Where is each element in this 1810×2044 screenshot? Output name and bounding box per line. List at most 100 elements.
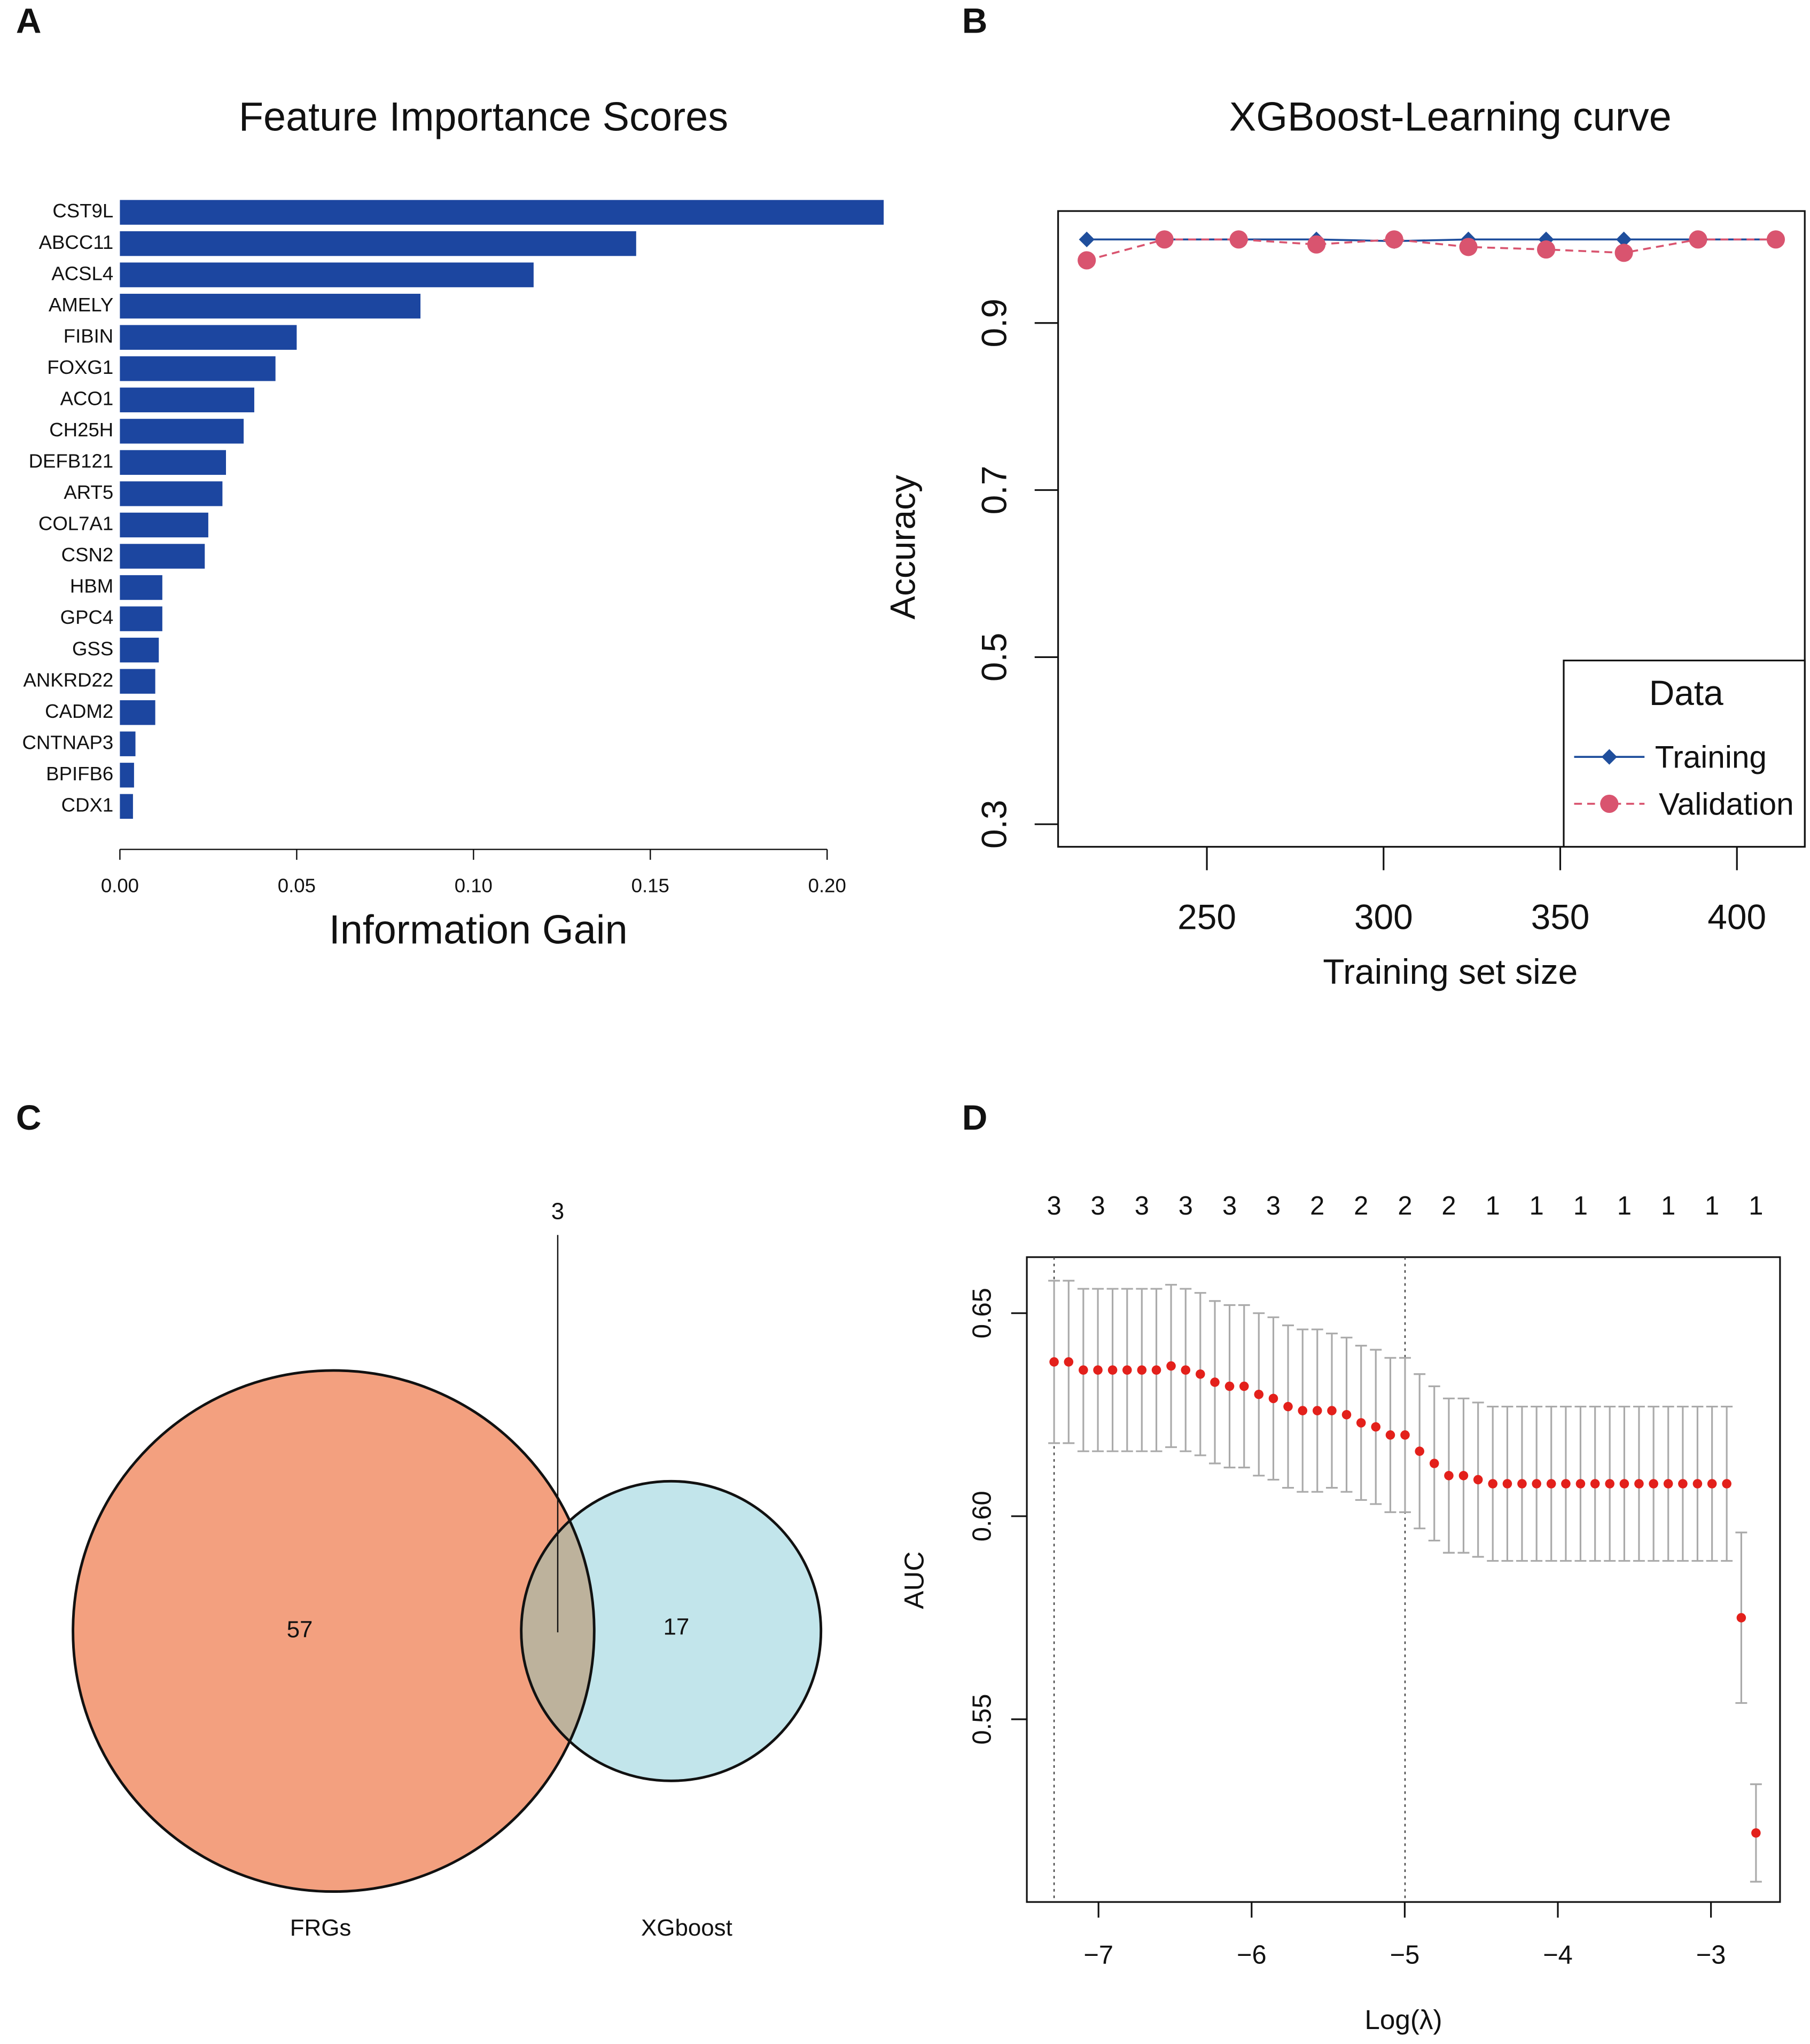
point (1502, 1479, 1512, 1489)
point (1546, 1479, 1556, 1489)
point (1210, 1377, 1220, 1387)
legend-label: Validation (1659, 787, 1794, 821)
point (1224, 1381, 1235, 1391)
point (1736, 1613, 1746, 1623)
point (1692, 1479, 1703, 1489)
point (1079, 231, 1095, 247)
set-circle (73, 1370, 595, 1892)
y-tick-label: 0.60 (968, 1491, 996, 1541)
point (1356, 1418, 1366, 1428)
legend-label: Training (1655, 740, 1767, 774)
point (1605, 1479, 1614, 1489)
point (1473, 1475, 1483, 1485)
y-axis-label: AUC (899, 1552, 929, 1609)
point (1751, 1828, 1761, 1838)
top-tick-label: 3 (1047, 1192, 1062, 1220)
y-tick-label: ABCC11 (39, 231, 114, 253)
set-outline (72, 1369, 596, 1893)
point (1254, 1389, 1264, 1399)
set-count: 17 (664, 1614, 690, 1640)
chart-title: XGBoost-Learning curve (1229, 95, 1672, 139)
point (1536, 240, 1556, 259)
point (1093, 1365, 1103, 1375)
x-axis-label: Information Gain (329, 907, 628, 952)
point (1312, 1406, 1322, 1415)
point (1341, 1409, 1352, 1420)
point (1181, 1365, 1191, 1375)
point (1307, 235, 1326, 254)
legend-marker (1600, 794, 1619, 813)
y-tick-label: FIBIN (64, 325, 113, 347)
bar (120, 419, 244, 444)
point (1239, 1381, 1249, 1391)
y-tick-label: CSN2 (61, 544, 114, 566)
point (1327, 1406, 1337, 1415)
point (1122, 1365, 1132, 1375)
y-tick-label: 0.3 (974, 800, 1013, 849)
point (1619, 1479, 1629, 1489)
point (1689, 230, 1707, 249)
x-tick-label: 0.00 (101, 875, 139, 897)
x-axis-label: Log(λ) (1364, 2004, 1442, 2035)
top-tick-label: 3 (1179, 1192, 1193, 1220)
y-axis-label: Accuracy (883, 475, 923, 620)
point (1385, 1430, 1395, 1440)
plot-frame (1026, 1256, 1781, 1903)
bar (120, 606, 162, 631)
bar (120, 481, 223, 506)
y-tick-label: COL7A1 (38, 513, 113, 535)
point (1064, 1357, 1074, 1367)
y-tick-label: 0.9 (974, 299, 1013, 348)
bar (120, 356, 276, 381)
point (1561, 1479, 1571, 1489)
top-tick-label: 3 (1135, 1192, 1149, 1220)
top-tick-label: 3 (1266, 1192, 1281, 1220)
chart-title: Feature Importance Scores (239, 95, 728, 139)
point (1429, 1459, 1439, 1468)
legend-marker (1601, 749, 1617, 765)
panel-label: D (962, 1098, 988, 1137)
point (1196, 1369, 1205, 1379)
point (1049, 1357, 1059, 1367)
y-tick-label: CADM2 (45, 700, 113, 722)
point (1707, 1479, 1717, 1489)
bar (120, 669, 155, 694)
y-tick-label: FOXG1 (47, 356, 113, 378)
panel-label: A (16, 1, 42, 40)
point (1766, 230, 1785, 249)
y-tick-label: CST9L (52, 200, 113, 222)
x-tick-label: 0.10 (455, 875, 493, 897)
bar (120, 231, 636, 256)
intersection-count: 3 (551, 1198, 564, 1224)
legend-frame (1563, 660, 1806, 848)
top-tick-label: 2 (1441, 1192, 1456, 1220)
top-tick-label: 2 (1310, 1192, 1324, 1220)
bar (120, 512, 208, 538)
point (1634, 1479, 1644, 1489)
point (1229, 230, 1248, 249)
x-tick-label: 0.20 (808, 875, 846, 897)
top-tick-label: 1 (1530, 1192, 1544, 1220)
y-tick-label: CNTNAP3 (22, 731, 113, 753)
top-tick-label: 1 (1617, 1192, 1632, 1220)
point (1385, 230, 1403, 249)
set-circle (521, 1481, 821, 1781)
point (1155, 230, 1174, 249)
point (1590, 1479, 1600, 1489)
point (1459, 238, 1478, 256)
top-tick-label: 1 (1573, 1192, 1588, 1220)
x-tick-label: 400 (1707, 897, 1766, 936)
x-tick-label: 0.05 (278, 875, 316, 897)
set-label: FRGs (290, 1915, 352, 1941)
bar (120, 200, 884, 225)
top-tick-label: 1 (1749, 1192, 1763, 1220)
point (1444, 1471, 1454, 1481)
y-tick-label: GPC4 (60, 606, 114, 628)
y-tick-label: CDX1 (61, 794, 114, 816)
point (1458, 1471, 1469, 1481)
point (1166, 1361, 1176, 1371)
panel-label: B (962, 1, 988, 40)
x-tick-label: −7 (1083, 1940, 1113, 1969)
bar (120, 450, 226, 475)
y-tick-label: DEFB121 (29, 450, 114, 472)
